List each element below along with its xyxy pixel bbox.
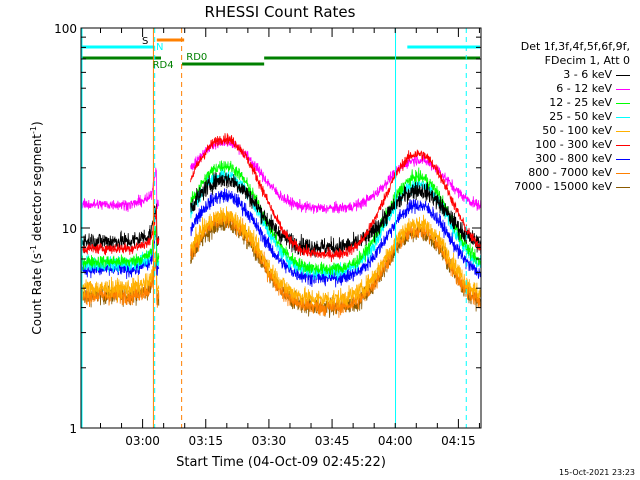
legend-entry: 300 - 800 keV	[535, 152, 630, 165]
rd0-label: RD0	[186, 52, 207, 63]
legend-header: Det 1f,3f,4f,5f,6f,9f,	[520, 40, 630, 53]
legend-swatch	[616, 172, 630, 174]
legend-swatch	[616, 74, 630, 76]
legend-swatch	[616, 102, 630, 104]
legend-entry-label: 3 - 6 keV	[563, 68, 612, 81]
legend-entry: 3 - 6 keV	[563, 68, 630, 81]
legend-entry: 25 - 50 keV	[549, 110, 630, 123]
legend-entry-label: 300 - 800 keV	[535, 152, 612, 165]
x-axis: 03:00 03:15 03:30 03:45 04:00 04:15	[99, 28, 480, 448]
legend-entry-label: 6 - 12 keV	[556, 82, 612, 95]
legend-entry: 100 - 300 keV	[535, 138, 630, 151]
y-axis-label: Count Rate (s-1 detector segment-1)	[29, 121, 44, 334]
series-layer	[81, 133, 481, 318]
legend-entry-label: 12 - 25 keV	[549, 96, 612, 109]
legend-entry-label: 50 - 100 keV	[542, 124, 612, 137]
legend-swatch	[616, 116, 630, 118]
legend-entry-label: 7000 - 15000 keV	[514, 180, 612, 193]
series-line	[81, 160, 481, 276]
x-tick-label: 03:45	[315, 434, 350, 448]
legend-entry: 50 - 100 keV	[542, 124, 630, 137]
chart-title: RHESSI Count Rates	[205, 3, 356, 21]
saa-label: S	[142, 36, 148, 47]
legend-entry-label: 25 - 50 keV	[549, 110, 612, 123]
legend-header: FDecim 1, Att 0	[544, 54, 630, 67]
y-tick-label: 100	[54, 22, 77, 36]
legend-swatch	[616, 130, 630, 132]
legend-swatch	[616, 186, 630, 188]
legend-entry: 12 - 25 keV	[549, 96, 630, 109]
legend-entry-label: 100 - 300 keV	[535, 138, 612, 151]
x-tick-label: 03:00	[125, 434, 160, 448]
legend-entry-label: 800 - 7000 keV	[528, 166, 612, 179]
y-axis: 1 10 100	[54, 22, 481, 436]
series-line	[81, 206, 481, 308]
legend-swatch	[616, 158, 630, 160]
x-tick-label: 03:30	[252, 434, 287, 448]
legend-entry: 7000 - 15000 keV	[514, 180, 630, 193]
night-label: N	[156, 42, 163, 53]
y-tick-label: 10	[62, 222, 77, 236]
x-tick-label: 04:00	[378, 434, 413, 448]
rd4-label: RD4	[153, 60, 174, 71]
x-axis-label: Start Time (04-Oct-09 02:45:22)	[176, 455, 386, 470]
series-line	[81, 133, 481, 263]
y-tick-label: 1	[69, 422, 77, 436]
timestamp: 15-Oct-2021 23:23	[559, 468, 635, 477]
legend-entry: 6 - 12 keV	[556, 82, 630, 95]
legend-entry: 800 - 7000 keV	[528, 166, 630, 179]
x-tick-label: 04:15	[441, 434, 476, 448]
legend-swatch	[616, 144, 630, 146]
legend-swatch	[616, 88, 630, 90]
x-tick-label: 03:15	[188, 434, 223, 448]
